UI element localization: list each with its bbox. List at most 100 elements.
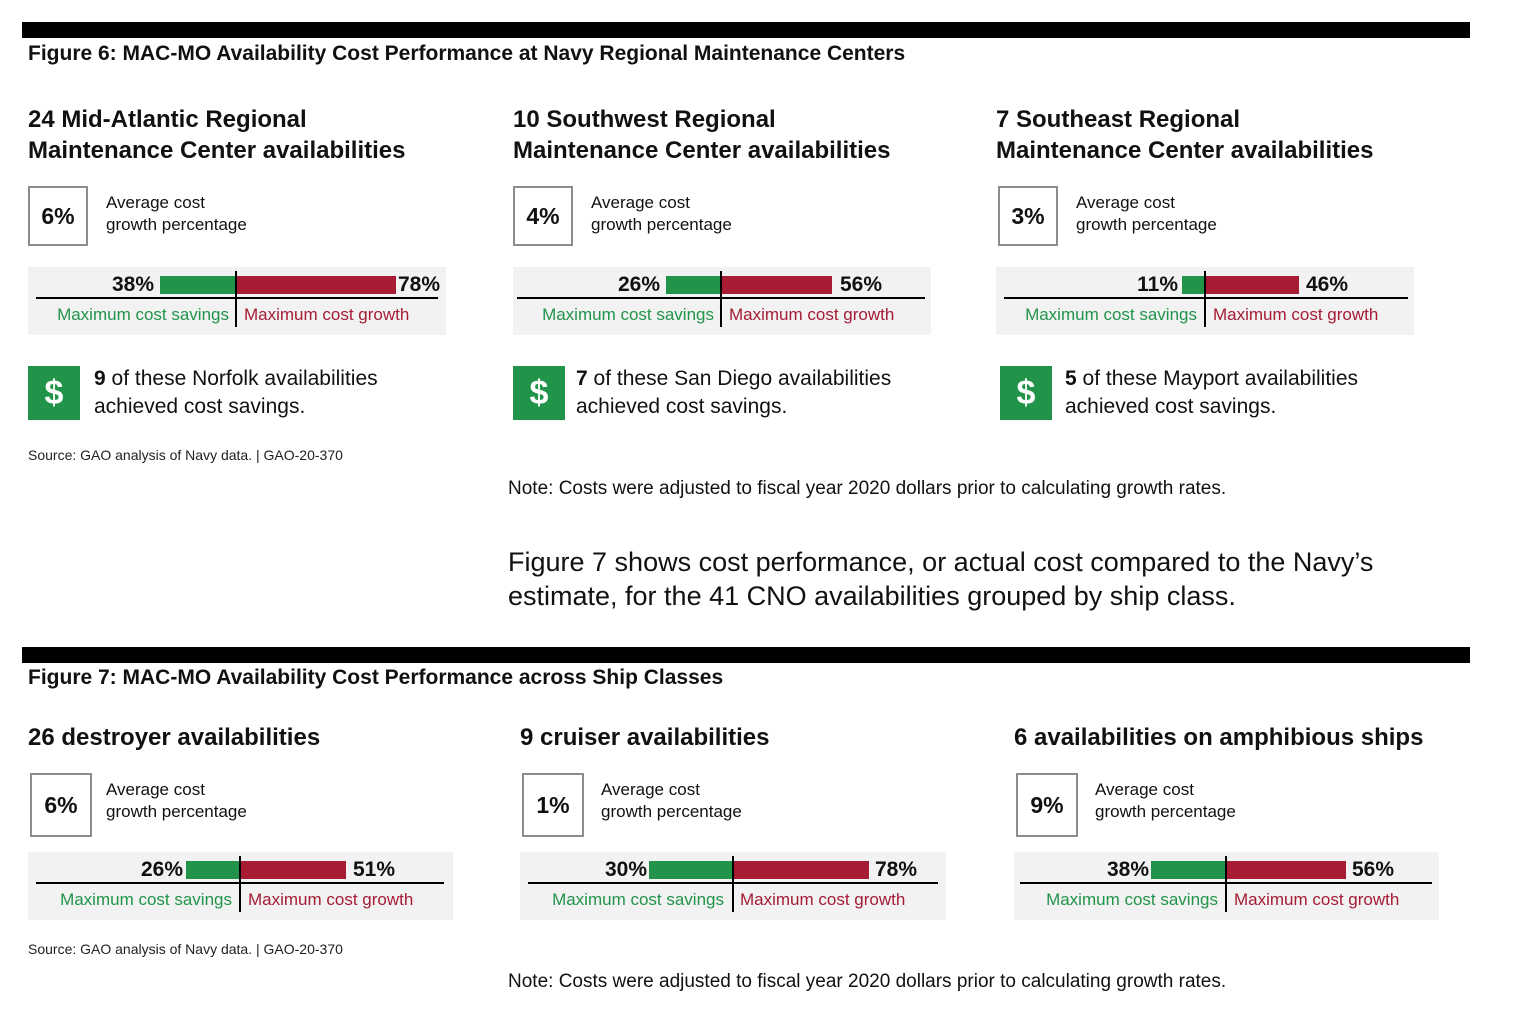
max-savings-value: 26% [617, 273, 660, 296]
max-savings-label: Maximum cost savings [57, 305, 229, 324]
figure-7-panel-cruiser: 9 cruiser availabilities 1% Average cost… [520, 722, 960, 932]
panel-title: 26 destroyer availabilities [28, 724, 321, 751]
avg-label-line-1: Average cost [601, 780, 700, 799]
body-paragraph-line-1: Figure 7 shows cost performance, or actu… [508, 547, 1374, 577]
zero-tick [720, 271, 722, 327]
figure-6-panel-southeast: 7 Southeast Regional Maintenance Center … [996, 104, 1436, 444]
avg-growth-box: 3% [998, 186, 1058, 246]
panel-title: 10 Southwest Regional Maintenance Center… [513, 104, 890, 166]
zero-tick [235, 271, 237, 327]
avg-growth-box: 6% [30, 773, 92, 837]
savings-text-1: of these Mayport availabilities [1076, 367, 1358, 390]
zero-tick [1204, 271, 1206, 327]
max-savings-bar [666, 276, 721, 294]
max-growth-label: Maximum cost growth [740, 890, 906, 909]
figure-7-note: Note: Costs were adjusted to fiscal year… [508, 971, 1227, 992]
dollar-icon: $ [513, 366, 565, 420]
savings-summary: 5 of these Mayport availabilities achiev… [1065, 365, 1358, 421]
avg-label-line-1: Average cost [591, 193, 690, 212]
max-savings-label: Maximum cost savings [552, 890, 724, 909]
panel-title-line-1: 10 Southwest Regional [513, 106, 776, 133]
body-paragraph-line-2: estimate, for the 41 CNO availabilities … [508, 581, 1236, 611]
savings-count: 7 [576, 367, 588, 390]
avg-label-line-2: growth percentage [1095, 802, 1236, 821]
max-growth-value: 78% [398, 273, 441, 296]
savings-count: 9 [94, 367, 106, 390]
savings-summary-line-2: achieved cost savings. [1065, 395, 1277, 418]
cost-range-scale: 38% 56% Maximum cost savings Maximum cos… [1014, 852, 1439, 920]
max-savings-bar [186, 861, 240, 879]
panel-title: 24 Mid-Atlantic Regional Maintenance Cen… [28, 104, 405, 166]
zero-tick [1225, 856, 1227, 912]
max-savings-label: Maximum cost savings [60, 890, 232, 909]
max-growth-bar [240, 861, 346, 879]
max-savings-bar [1182, 276, 1205, 294]
panel-title: 7 Southeast Regional Maintenance Center … [996, 104, 1373, 166]
max-savings-label: Maximum cost savings [1025, 305, 1197, 324]
savings-text-1: of these Norfolk availabilities [105, 367, 378, 390]
savings-summary: 7 of these San Diego availabilities achi… [576, 365, 891, 421]
max-growth-bar [1205, 276, 1299, 294]
savings-summary-line-1: 5 of these Mayport availabilities [1065, 365, 1358, 393]
cost-range-scale: 38% 78% Maximum cost savings Maximum cos… [28, 267, 446, 335]
panel-title-line-2: Maintenance Center availabilities [996, 137, 1374, 164]
avg-growth-label: Average cost growth percentage [106, 779, 247, 823]
figure-6-source: Source: GAO analysis of Navy data. | GAO… [28, 447, 343, 463]
zero-tick [732, 856, 734, 912]
panel-title: 9 cruiser availabilities [520, 724, 770, 751]
max-growth-bar [721, 276, 832, 294]
panel-title-line-2: Maintenance Center availabilities [513, 137, 891, 164]
savings-text-1: of these San Diego availabilities [587, 367, 892, 390]
max-growth-value: 56% [1352, 858, 1395, 881]
figure-6-panel-southwest: 10 Southwest Regional Maintenance Center… [513, 104, 953, 444]
avg-growth-box: 4% [513, 186, 573, 246]
avg-label-line-2: growth percentage [601, 802, 742, 821]
avg-growth-box: 6% [28, 186, 88, 246]
cost-range-scale: 26% 56% Maximum cost savings Maximum cos… [513, 267, 931, 335]
cost-range-scale: 30% 78% Maximum cost savings Maximum cos… [520, 852, 946, 920]
cost-range-scale: 11% 46% Maximum cost savings Maximum cos… [996, 267, 1414, 335]
max-growth-label: Maximum cost growth [1213, 305, 1379, 324]
zero-tick [239, 856, 241, 912]
figure-6-panel-mid-atlantic: 24 Mid-Atlantic Regional Maintenance Cen… [28, 104, 468, 444]
avg-growth-label: Average cost growth percentage [106, 192, 247, 236]
max-growth-value: 51% [353, 858, 396, 881]
savings-summary: 9 of these Norfolk availabilities achiev… [94, 365, 378, 421]
max-savings-bar [1151, 861, 1226, 879]
max-savings-value: 11% [1137, 273, 1178, 296]
avg-growth-label: Average cost growth percentage [591, 192, 732, 236]
avg-label-line-2: growth percentage [106, 802, 247, 821]
avg-label-line-1: Average cost [106, 780, 205, 799]
avg-label-line-1: Average cost [1076, 193, 1175, 212]
figure-6-note: Note: Costs were adjusted to fiscal year… [508, 478, 1227, 499]
body-paragraph: Figure 7 shows cost performance, or actu… [508, 545, 1373, 613]
dollar-icon: $ [28, 366, 80, 420]
cost-range-scale: 26% 51% Maximum cost savings Maximum cos… [28, 852, 453, 920]
max-savings-label: Maximum cost savings [1046, 890, 1218, 909]
figure-7-source: Source: GAO analysis of Navy data. | GAO… [28, 941, 343, 957]
max-growth-bar [1226, 861, 1346, 879]
figure-7-panel-destroyer: 26 destroyer availabilities 6% Average c… [28, 722, 468, 932]
max-savings-label: Maximum cost savings [542, 305, 714, 324]
avg-label-line-2: growth percentage [591, 215, 732, 234]
max-growth-value: 46% [1306, 273, 1349, 296]
figure-6-title: Figure 6: MAC-MO Availability Cost Perfo… [28, 42, 906, 65]
avg-label-line-2: growth percentage [1076, 215, 1217, 234]
panel-title-line-1: 7 Southeast Regional [996, 106, 1241, 133]
max-growth-value: 56% [840, 273, 883, 296]
savings-summary-line-2: achieved cost savings. [576, 395, 788, 418]
figure-6-rule [22, 22, 1470, 38]
max-growth-bar [236, 276, 396, 294]
avg-growth-box: 9% [1016, 773, 1078, 837]
savings-count: 5 [1065, 367, 1077, 390]
savings-summary-line-1: 7 of these San Diego availabilities [576, 365, 891, 393]
max-growth-bar [733, 861, 869, 879]
panel-title-line-2: Maintenance Center availabilities [28, 137, 406, 164]
dollar-icon: $ [1000, 366, 1052, 420]
max-savings-value: 38% [111, 273, 154, 296]
figure-7-panel-amphibious: 6 availabilities on amphibious ships 9% … [1014, 722, 1454, 932]
savings-summary-line-1: 9 of these Norfolk availabilities [94, 365, 378, 393]
max-savings-value: 26% [140, 858, 183, 881]
avg-growth-label: Average cost growth percentage [1076, 192, 1217, 236]
panel-title-line-1: 24 Mid-Atlantic Regional [28, 106, 307, 133]
